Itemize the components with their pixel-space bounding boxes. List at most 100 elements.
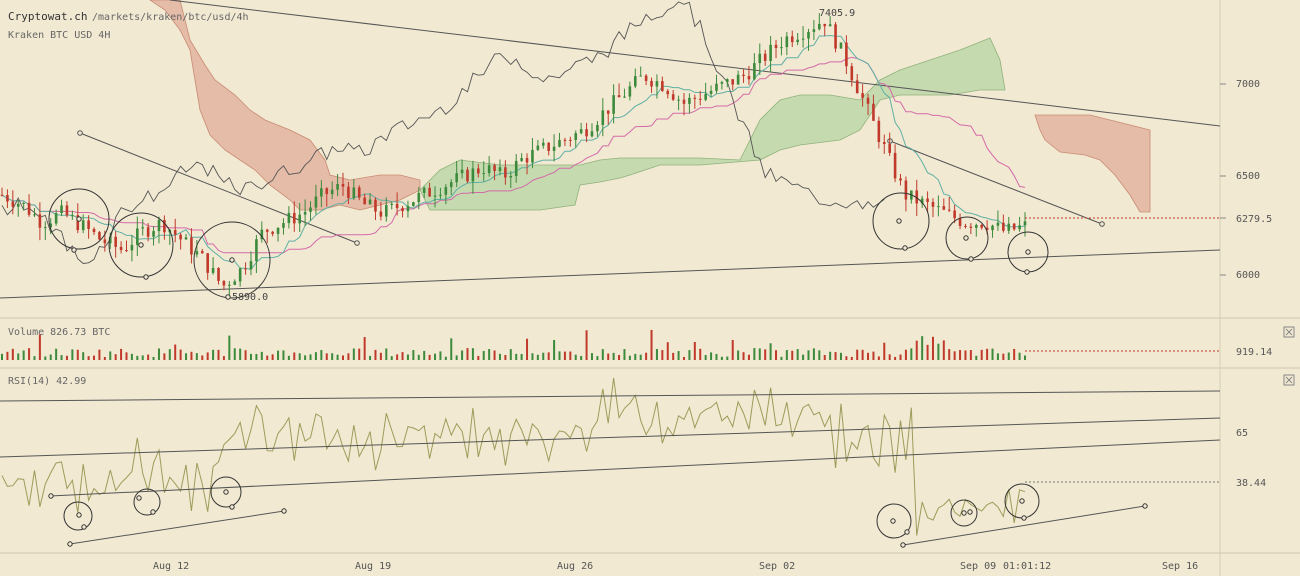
candle (390, 203, 394, 205)
candle (466, 169, 469, 182)
candle (758, 53, 762, 64)
volume-bar (899, 354, 902, 360)
volume-bar (688, 350, 691, 360)
candle (650, 80, 653, 87)
candle (11, 201, 15, 207)
volume-bar (520, 354, 523, 360)
volume-bar (850, 356, 853, 360)
volume-bar (179, 349, 182, 360)
candle (368, 199, 372, 205)
price-tick-6500: 6500 (1236, 171, 1260, 182)
candle (92, 228, 96, 233)
volume-bar (601, 349, 604, 360)
candle (742, 74, 745, 77)
candle (796, 39, 799, 43)
candle (108, 236, 112, 244)
volume-bar (872, 351, 875, 360)
volume-bar (888, 354, 891, 360)
candle (1002, 222, 1005, 231)
volume-bar (396, 354, 399, 360)
volume-bar (347, 353, 350, 360)
site-title[interactable]: Cryptowat.ch (8, 10, 87, 23)
candle (401, 208, 404, 212)
candle (282, 223, 285, 228)
candle (666, 90, 670, 95)
trendline-node (77, 130, 83, 136)
rsi-annotations (63, 476, 1040, 539)
candle (195, 251, 199, 255)
volume-bar (336, 354, 339, 360)
candle (661, 81, 664, 91)
volume-bar (38, 334, 41, 360)
volume-bar (975, 355, 978, 360)
volume-bar (461, 350, 464, 360)
volume-bar (553, 339, 556, 360)
kijun-line (1, 56, 1026, 254)
candle (698, 98, 702, 100)
candle (823, 23, 827, 27)
candle (693, 97, 697, 99)
candle (520, 158, 523, 161)
volume-bar (720, 356, 723, 360)
candle (406, 205, 410, 212)
volume-bar (509, 349, 512, 360)
market-path: /markets/kraken/btc/usd/4h (92, 12, 249, 23)
volume-bar (785, 350, 788, 360)
volume-bar (55, 348, 58, 360)
candle (720, 82, 724, 84)
volume-bar (168, 349, 171, 360)
volume-bar (834, 352, 837, 360)
candle (298, 214, 301, 224)
volume-bar (228, 335, 231, 360)
volume-bar (547, 352, 550, 360)
volume-bar (152, 356, 155, 360)
candle (633, 76, 637, 87)
volume-bar (82, 352, 85, 360)
candle (574, 133, 578, 140)
volume-bar (742, 352, 745, 360)
volume-bar (163, 353, 166, 360)
volume-bar (293, 352, 296, 360)
candle (357, 187, 361, 198)
volume-bar (894, 356, 897, 360)
volume-bar (320, 349, 323, 360)
rsi-close-icon[interactable] (1283, 374, 1295, 386)
rsi-trendline-top (0, 390, 1221, 402)
candle (238, 268, 242, 282)
volume-close-icon[interactable] (1283, 326, 1295, 338)
volume-bar (515, 353, 518, 360)
candle (790, 36, 794, 43)
volume-title: Volume 826.73 BTC (8, 327, 110, 338)
candle (222, 280, 226, 286)
candle (433, 195, 437, 197)
annotation-circle (872, 192, 930, 250)
candle (715, 83, 718, 91)
volume-bar (867, 352, 870, 360)
candle (249, 261, 253, 270)
volume-bar (331, 353, 334, 360)
price-annotation-points (71, 216, 1031, 300)
low-label: 5890.0 (232, 292, 268, 303)
cloud-bull-1 (419, 37, 1006, 211)
volume-bar (212, 349, 215, 360)
volume-bar (672, 352, 675, 360)
candle (947, 209, 951, 211)
volume-bar (980, 349, 983, 360)
volume-bar (287, 355, 290, 360)
volume-bar (1018, 352, 1021, 360)
volume-bar (655, 348, 658, 360)
candle (444, 187, 448, 195)
candle (455, 173, 458, 183)
candle (76, 215, 80, 231)
candle (590, 131, 594, 137)
candle (969, 226, 973, 228)
rsi-title: RSI(14) 42.99 (8, 376, 86, 387)
volume-bar (342, 355, 344, 360)
volume-bar (1013, 348, 1016, 360)
candle (179, 234, 182, 240)
volume-bar (17, 353, 20, 360)
annotation-circle (945, 216, 989, 260)
volume-bar (450, 338, 453, 360)
